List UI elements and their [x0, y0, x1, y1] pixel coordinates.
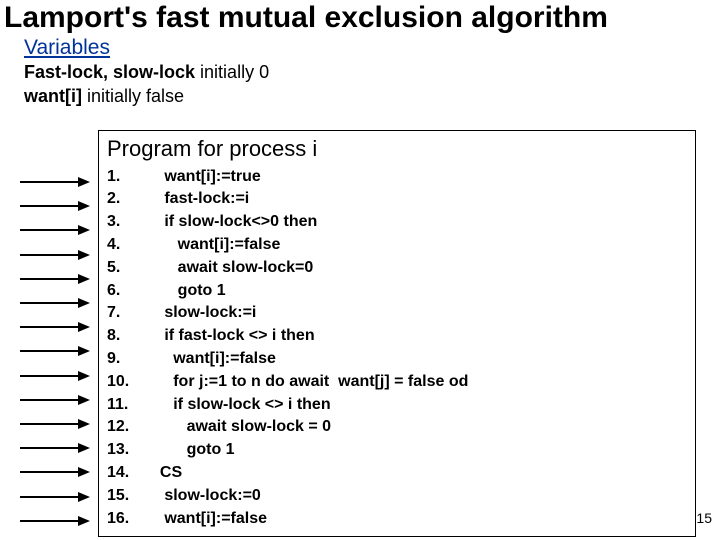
- variable-line-2: want[i] initially false: [0, 84, 720, 108]
- code-line-number: 9.: [107, 348, 151, 371]
- code-line-number: 8.: [107, 325, 151, 348]
- code-line: 7. slow-lock:=i: [107, 302, 687, 325]
- arrow-icon: [18, 339, 96, 363]
- code-line: 11. if slow-lock <> i then: [107, 394, 687, 417]
- code-line-number: 4.: [107, 234, 151, 257]
- variable-2-init: initially false: [82, 86, 184, 106]
- slide-title: Lamport's fast mutual exclusion algorith…: [0, 0, 720, 34]
- code-lines: 1. want[i]:=true2. fast-lock:=i3. if slo…: [107, 166, 687, 531]
- arrow-icon: [18, 218, 96, 242]
- arrow-icon: [18, 291, 96, 315]
- code-line: 13. goto 1: [107, 439, 687, 462]
- code-line: 8. if fast-lock <> i then: [107, 325, 687, 348]
- code-line-number: 10.: [107, 371, 151, 394]
- code-line-number: 6.: [107, 280, 151, 303]
- variables-heading: Variables: [0, 36, 720, 60]
- code-line: 15. slow-lock:=0: [107, 485, 687, 508]
- code-line-number: 1.: [107, 166, 151, 189]
- arrow-icon: [18, 388, 96, 412]
- code-line: 1. want[i]:=true: [107, 166, 687, 189]
- code-line-text: if slow-lock<>0 then: [151, 211, 317, 234]
- code-line: 9. want[i]:=false: [107, 348, 687, 371]
- code-line: 12. await slow-lock = 0: [107, 416, 687, 439]
- code-line-text: want[i]:=false: [151, 348, 276, 371]
- code-line: 4. want[i]:=false: [107, 234, 687, 257]
- code-line-text: await slow-lock=0: [151, 257, 313, 280]
- code-line-text: goto 1: [151, 439, 235, 462]
- code-line: 2. fast-lock:=i: [107, 188, 687, 211]
- arrow-icon: [18, 484, 96, 508]
- code-line-text: want[i]:=false: [151, 508, 267, 531]
- code-line-text: slow-lock:=i: [151, 302, 256, 325]
- arrow-icon: [18, 267, 96, 291]
- code-line-text: slow-lock:=0: [151, 485, 261, 508]
- page-number: 15: [696, 510, 712, 526]
- code-line-number: 5.: [107, 257, 151, 280]
- arrow-icon: [18, 460, 96, 484]
- arrow-icon: [18, 436, 96, 460]
- arrow-icon: [18, 412, 96, 436]
- code-line-number: 3.: [107, 211, 151, 234]
- code-line-text: await slow-lock = 0: [151, 416, 331, 439]
- code-line-number: 12.: [107, 416, 151, 439]
- slide: Lamport's fast mutual exclusion algorith…: [0, 0, 720, 540]
- arrow-icon: [18, 509, 96, 533]
- arrows-column: [18, 170, 96, 540]
- code-line-text: fast-lock:=i: [151, 188, 249, 211]
- code-line: 16. want[i]:=false: [107, 508, 687, 531]
- code-line-number: 14.: [107, 462, 151, 485]
- code-line-text: want[i]:=true: [151, 166, 261, 189]
- code-line: 5. await slow-lock=0: [107, 257, 687, 280]
- code-line-number: 2.: [107, 188, 151, 211]
- code-box: Program for process i 1. want[i]:=true2.…: [98, 130, 696, 537]
- code-line-text: if fast-lock <> i then: [151, 325, 315, 348]
- code-line: 3. if slow-lock<>0 then: [107, 211, 687, 234]
- arrow-icon: [18, 315, 96, 339]
- variable-2-name: want[i]: [24, 86, 82, 106]
- variable-1-init: initially 0: [195, 62, 269, 82]
- code-line-number: 15.: [107, 485, 151, 508]
- variable-1-name: Fast-lock, slow-lock: [24, 62, 195, 82]
- code-line-number: 13.: [107, 439, 151, 462]
- arrow-icon: [18, 364, 96, 388]
- code-line-number: 11.: [107, 394, 151, 417]
- code-line-text: CS: [151, 462, 182, 485]
- code-line: 6. goto 1: [107, 280, 687, 303]
- code-line: 14. CS: [107, 462, 687, 485]
- program-title: Program for process i: [107, 135, 687, 164]
- code-line-number: 16.: [107, 508, 151, 531]
- code-line-text: want[i]:=false: [151, 234, 280, 257]
- arrow-icon: [18, 170, 96, 194]
- arrow-icon: [18, 194, 96, 218]
- code-line-text: goto 1: [151, 280, 226, 303]
- code-line: 10. for j:=1 to n do await want[j] = fal…: [107, 371, 687, 394]
- arrow-icon: [18, 243, 96, 267]
- code-line-number: 7.: [107, 302, 151, 325]
- code-line-text: for j:=1 to n do await want[j] = false o…: [151, 371, 468, 394]
- code-line-text: if slow-lock <> i then: [151, 394, 331, 417]
- arrow-icon: [18, 533, 96, 540]
- variable-line-1: Fast-lock, slow-lock initially 0: [0, 60, 720, 84]
